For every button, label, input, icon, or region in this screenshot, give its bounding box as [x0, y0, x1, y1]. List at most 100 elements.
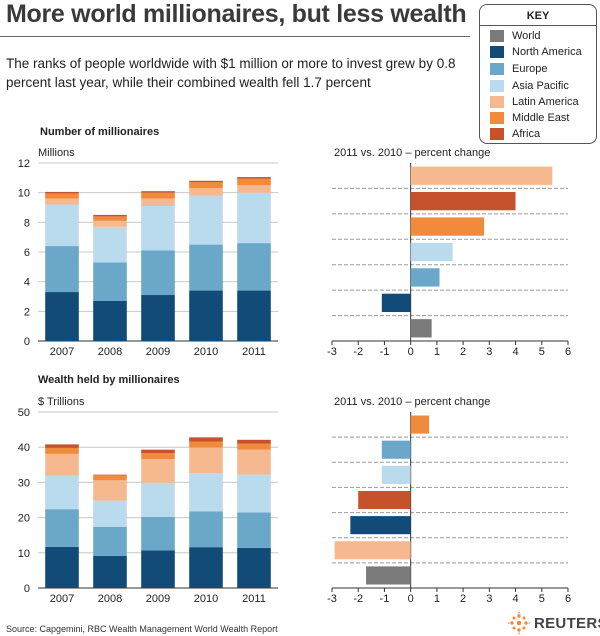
millionaires-bar-asia-pacific-2008 [93, 226, 127, 263]
wealth-ytick-label: 20 [18, 513, 30, 525]
wealth-bar-africa-2008 [93, 474, 127, 476]
wealth-bar-africa-2007 [45, 444, 79, 448]
wealth-change-title: 2011 vs. 2010 – percent change [334, 396, 491, 408]
legend-label-latin-america: Latin America [512, 96, 579, 108]
wealth-change-xtick-label: 3 [486, 593, 492, 605]
wealth-chart-title: Wealth held by millionaires [38, 374, 180, 386]
wealth-xtick-label: 2011 [242, 593, 266, 605]
wealth-bar-middle-east-2011 [237, 443, 271, 450]
millionaires-change-xtick-label: -2 [353, 346, 363, 358]
legend-swatch-europe [490, 63, 504, 75]
wealth-bar-middle-east-2010 [189, 441, 223, 448]
wealth-change-xtick-label: 4 [512, 593, 518, 605]
wealth-change-xtick-label: -3 [327, 593, 337, 605]
legend-item-africa: Africa [490, 127, 540, 141]
wealth-bar-europe-2009 [141, 516, 175, 551]
wealth-bar-north-america-2008 [93, 555, 127, 588]
wealth-ytick-label: 40 [18, 442, 30, 454]
millionaires-chart-title: Number of millionaires [40, 126, 160, 138]
wealth-bar-north-america-2010 [189, 547, 223, 588]
reuters-dots-icon [508, 612, 530, 634]
reuters-brand: REUTERS [534, 614, 600, 632]
wealth-bar-middle-east-2009 [141, 453, 175, 460]
wealth-bar-latin-america-2009 [141, 459, 175, 483]
wealth-bar-middle-east-2007 [45, 447, 79, 454]
millionaires-bar-africa-2011 [237, 177, 271, 179]
millionaires-change-bar-latin-america [410, 166, 553, 185]
legend-swatch-latin-america [490, 96, 504, 108]
wealth-xtick-label: 2009 [146, 593, 170, 605]
wealth-change-xtick-label: 1 [434, 593, 440, 605]
legend-label-europe: Europe [512, 63, 548, 75]
millionaires-change-bar-north-america [381, 293, 411, 313]
wealth-bar-asia-pacific-2010 [189, 473, 223, 512]
wealth-bar-latin-america-2010 [189, 447, 223, 474]
wealth-ytick-label: 50 [18, 407, 30, 419]
millionaires-bar-north-america-2008 [93, 300, 127, 341]
millionaires-change-xtick-label: 5 [539, 346, 545, 358]
legend-label-north-america: North America [512, 46, 582, 58]
millionaires-change-bar-asia-pacific [410, 242, 453, 262]
millionaires-bar-middle-east-2011 [237, 178, 271, 186]
wealth-bar-latin-america-2007 [45, 453, 79, 476]
millionaires-bar-europe-2008 [93, 262, 127, 301]
millionaires-change-xtick-label: 0 [408, 346, 414, 358]
wealth-change-xtick-label: -2 [353, 593, 363, 605]
legend-item-europe: Europe [490, 62, 547, 76]
legend-label-world: World [512, 30, 541, 42]
millionaires-change-xtick-label: 4 [512, 346, 518, 358]
wealth-bar-africa-2010 [189, 437, 223, 442]
wealth-change-xtick-label: 0 [408, 593, 414, 605]
wealth-bar-asia-pacific-2007 [45, 475, 79, 510]
reuters-logo: REUTERS [508, 612, 600, 634]
millionaires-bar-europe-2011 [237, 243, 271, 291]
millionaires-xtick-label: 2007 [50, 346, 74, 358]
wealth-change-bar-europe [381, 440, 411, 459]
title-divider [0, 36, 470, 37]
wealth-bar-latin-america-2011 [237, 449, 271, 475]
legend-swatch-africa [490, 128, 504, 140]
wealth-bar-latin-america-2008 [93, 480, 127, 501]
millionaires-bar-europe-2010 [189, 244, 223, 291]
millionaires-change-bar-europe [410, 268, 440, 287]
millionaires-bar-africa-2007 [45, 191, 79, 194]
millionaires-change-bar-middle-east [410, 217, 485, 236]
millionaires-change-xtick-label: 6 [565, 346, 571, 358]
wealth-change-xtick-label: -1 [380, 593, 390, 605]
wealth-change-bar-asia-pacific [381, 465, 411, 484]
legend-item-middle-east: Middle East [490, 111, 569, 125]
millionaires-ytick-label: 8 [24, 217, 30, 229]
millionaires-bar-asia-pacific-2007 [45, 204, 79, 247]
wealth-change-bar-world [366, 566, 411, 585]
wealth-bar-asia-pacific-2009 [141, 482, 175, 517]
chart-title: More world millionaires, but less wealth [6, 0, 467, 28]
wealth-change-bar-africa [358, 490, 411, 510]
legend-item-north-america: North America [490, 45, 582, 59]
millionaires-bar-latin-america-2009 [141, 198, 175, 207]
legend-label-middle-east: Middle East [512, 112, 570, 124]
legend-key: KEY World North America Europe Asia Paci… [479, 4, 597, 144]
millionaires-xtick-label: 2009 [146, 346, 170, 358]
millionaires-bar-asia-pacific-2011 [237, 192, 271, 244]
legend-swatch-north-america [490, 46, 504, 58]
millionaires-xtick-label: 2011 [242, 346, 266, 358]
millionaires-bar-middle-east-2009 [141, 192, 175, 199]
wealth-change-xtick-label: 6 [565, 593, 571, 605]
legend-label-asia-pacific: Asia Pacific [512, 80, 569, 92]
millionaires-bar-north-america-2009 [141, 295, 175, 341]
millionaires-ytick-label: 2 [24, 306, 30, 318]
millionaires-ytick-label: 6 [24, 247, 30, 259]
millionaires-change-title: 2011 vs. 2010 – percent change [334, 147, 491, 159]
wealth-bar-europe-2011 [237, 512, 271, 548]
millionaires-bar-latin-america-2008 [93, 220, 127, 227]
wealth-xtick-label: 2007 [50, 593, 74, 605]
wealth-change-bar-middle-east [410, 415, 430, 434]
legend-title: KEY [480, 7, 596, 26]
wealth-bar-north-america-2011 [237, 547, 271, 588]
wealth-bar-asia-pacific-2011 [237, 474, 271, 513]
wealth-unit-label: $ Trillions [38, 396, 85, 408]
millionaires-bar-africa-2009 [141, 191, 175, 193]
millionaires-ytick-label: 10 [18, 188, 30, 200]
legend-item-asia-pacific: Asia Pacific [490, 79, 569, 93]
